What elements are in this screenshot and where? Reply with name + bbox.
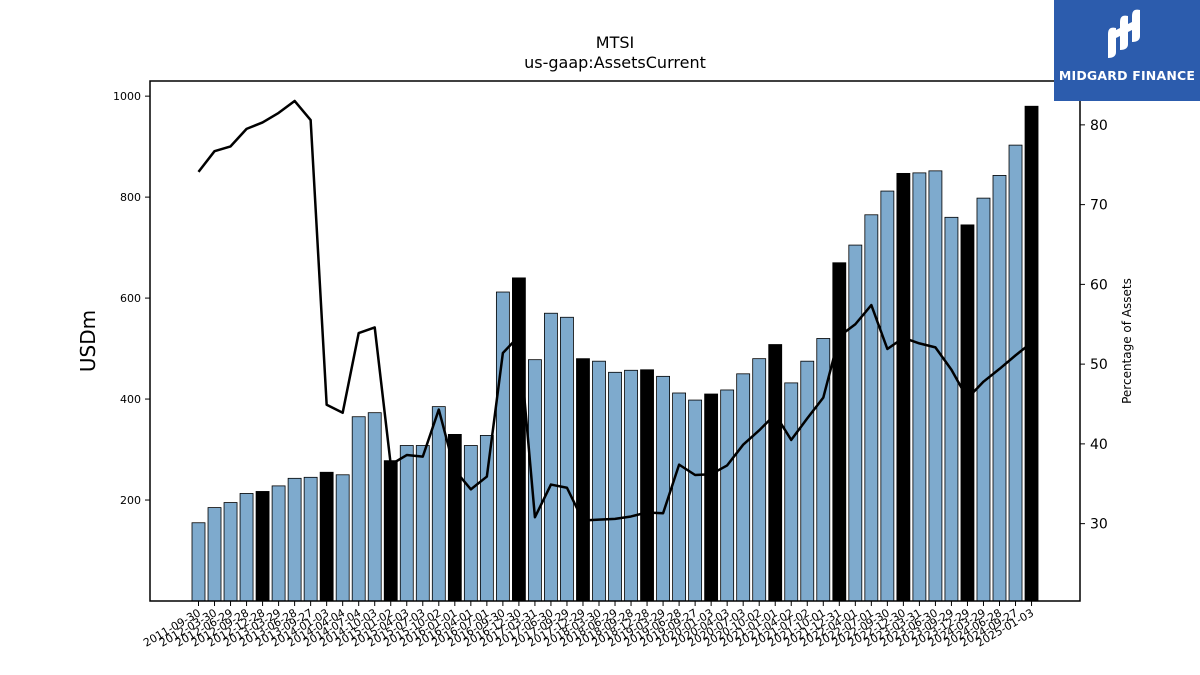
- bar: [191, 522, 206, 602]
- y2-tick-label: 70: [1090, 198, 1108, 214]
- y-tick-label: 600: [120, 292, 141, 305]
- bar: [832, 262, 847, 602]
- bar: [992, 175, 1007, 602]
- bar: [912, 172, 927, 602]
- bar: [415, 445, 430, 602]
- bar: [560, 316, 574, 602]
- y-tick-label: 1000: [113, 90, 141, 103]
- bar: [383, 460, 398, 602]
- y-tick-label: 400: [120, 393, 141, 406]
- y-axis-right: 30 40 50 60 70 80: [1080, 118, 1108, 533]
- bar: [720, 389, 735, 602]
- bar: [864, 214, 879, 602]
- bar: [592, 360, 606, 602]
- midgard-logo-icon: [1108, 9, 1140, 58]
- bar: [351, 416, 366, 602]
- line-series: [197, 99, 1033, 522]
- bar: [528, 359, 542, 602]
- bar: [880, 190, 895, 602]
- brand-logo: MIDGARD FINANCE: [1054, 0, 1200, 101]
- y-tick-label: 800: [120, 191, 141, 204]
- series-line: [197, 99, 1033, 522]
- bar-series: [191, 105, 1039, 602]
- bar: [463, 445, 478, 602]
- bar: [768, 344, 783, 602]
- bar: [656, 375, 670, 602]
- bar: [736, 373, 751, 602]
- bar: [1008, 144, 1023, 602]
- bar: [960, 224, 975, 602]
- bar: [640, 369, 654, 602]
- y-axis-label: USDm: [76, 310, 100, 372]
- bar: [271, 485, 286, 602]
- bar: [704, 393, 719, 602]
- y2-axis-label: Percentage of Assets: [1120, 278, 1134, 404]
- bar: [544, 312, 558, 602]
- bar: [944, 216, 959, 602]
- bar: [367, 412, 382, 602]
- bar: [672, 392, 686, 602]
- bar: [399, 445, 414, 602]
- y2-tick-label: 60: [1090, 277, 1108, 293]
- brand-name: MIDGARD FINANCE: [1058, 68, 1196, 83]
- bar: [512, 277, 526, 602]
- bar: [287, 477, 302, 602]
- bar: [752, 358, 767, 602]
- bar: [335, 474, 350, 602]
- bar: [303, 476, 318, 602]
- bar: [896, 172, 911, 602]
- bar: [447, 433, 462, 602]
- bar: [784, 382, 799, 602]
- chart-title: MTSI: [596, 33, 634, 52]
- bar: [624, 369, 638, 602]
- chart-subtitle: us-gaap:AssetsCurrent: [524, 53, 706, 72]
- bar: [928, 170, 943, 602]
- bar: [976, 197, 991, 602]
- y2-tick-label: 40: [1090, 437, 1108, 453]
- bar: [848, 244, 863, 602]
- y2-tick-label: 50: [1090, 357, 1108, 373]
- bar: [479, 435, 494, 602]
- bar: [431, 406, 446, 602]
- y2-tick-label: 30: [1090, 517, 1108, 533]
- x-axis: 2011-09-302012-03-302012-06-292012-09-28…: [141, 601, 1036, 650]
- bar: [1024, 105, 1039, 602]
- y-tick-label: 200: [120, 494, 141, 507]
- bar: [223, 502, 238, 602]
- bar: [239, 493, 254, 602]
- bar: [800, 360, 815, 602]
- bar: [495, 291, 510, 602]
- bar: [255, 491, 270, 602]
- bar: [576, 358, 590, 602]
- y2-tick-label: 80: [1090, 118, 1108, 134]
- bar: [688, 399, 703, 602]
- y-axis-left: 200 400 600 800 1000: [113, 90, 150, 507]
- bar: [207, 507, 222, 602]
- bar: [608, 371, 622, 602]
- bar: [319, 471, 334, 602]
